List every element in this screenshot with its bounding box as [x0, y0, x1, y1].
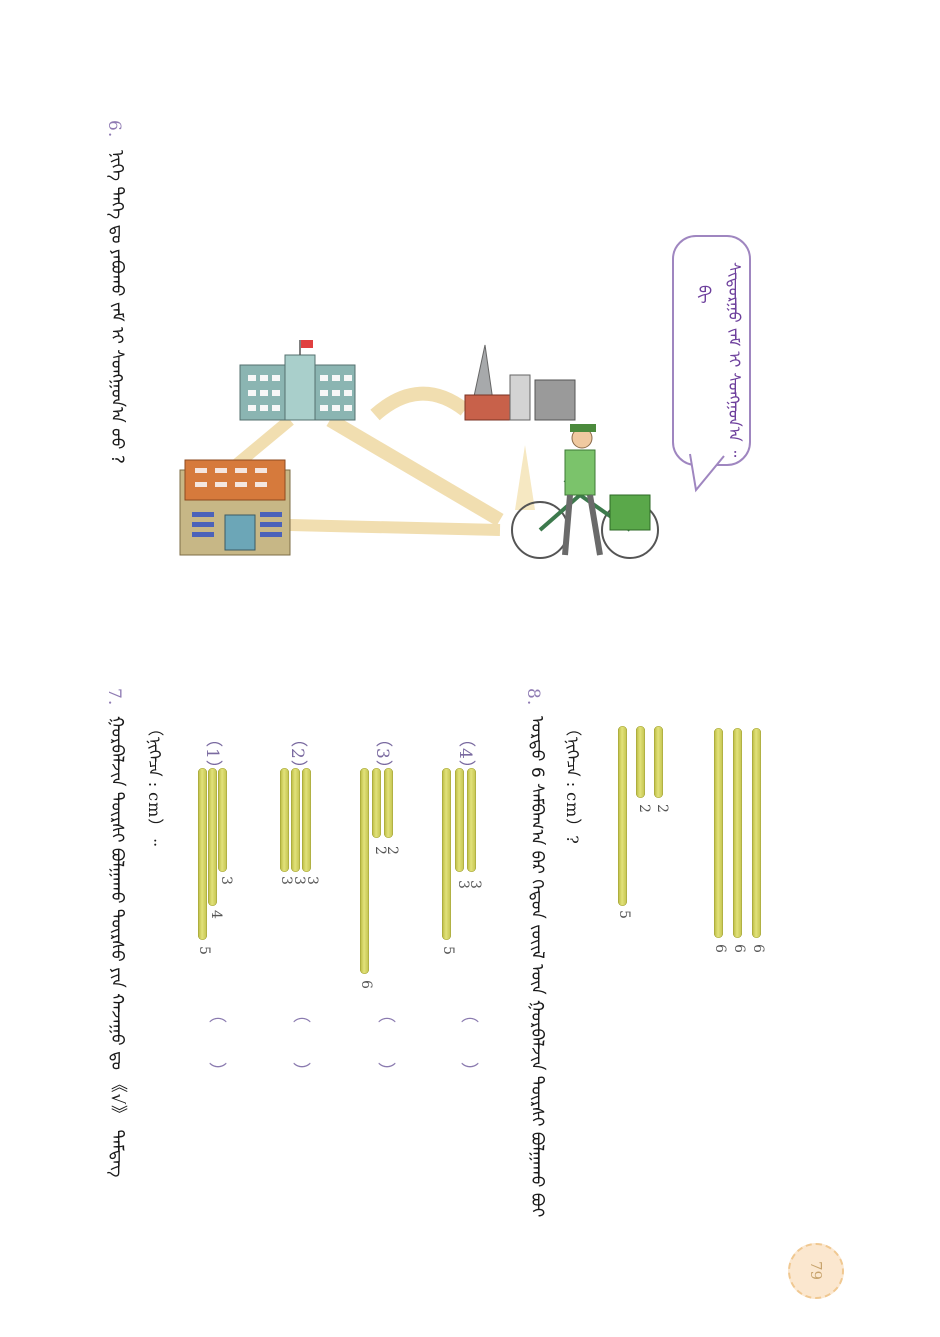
q7-item-4-label: （4） [455, 730, 475, 778]
stick [218, 768, 227, 872]
q7-item-1-answer-blank[interactable]: （ ） [206, 1005, 227, 1081]
stick-length: 5 [196, 946, 212, 955]
page-number-badge: 79 [788, 1243, 844, 1299]
stick-length: 3 [291, 876, 307, 885]
q8-text: ᠤᠷᠲᠤ 6 ᠰᠠᠮᠪᠠᠭ᠎ᠠ ᠪᠠᠷ ᠬᠡᠳᠦᠨ ᠵᠦᠢᠯ ᠦᠨ ᠭᠤᠷᠪᠠᠯ… [527, 716, 547, 1218]
stick [372, 768, 381, 838]
stick-length: 3 [467, 880, 483, 889]
government-building-icon [239, 340, 356, 421]
stick [733, 728, 742, 938]
stick [455, 768, 464, 872]
stick-length: 5 [616, 910, 632, 919]
stick-length: 3 [278, 876, 294, 885]
stick-length: 3 [455, 880, 471, 889]
q7-item-4-answer-blank[interactable]: （ ） [458, 1005, 479, 1081]
stick-length: 5 [440, 946, 456, 955]
stick-length: 6 [731, 944, 747, 953]
q8-number: 8. [523, 688, 543, 707]
stick [280, 768, 289, 872]
stick [442, 768, 451, 940]
stick-length: 3 [304, 876, 320, 885]
q7-item-1-label: （1） [202, 730, 222, 778]
path-bottom [289, 519, 501, 536]
route-illustration [179, 340, 659, 559]
stick-length: 4 [208, 910, 224, 919]
stick [198, 768, 207, 940]
q7-number: 7. [104, 688, 124, 707]
q6-text: ᠨᠢᠭᠡ ᠲᠡᠭᠡ ᠳᠤ ᠶᠠᠪᠤᠬᠤ ᠵᠠᠮ ᠢ ᠰᠣᠩᠭᠣᠨ᠎ᠠ ᠤᠤ ? [107, 150, 127, 464]
q7-unit: （ᠨᠢᠭᠡᠴᠡ : cm）᠃ [145, 720, 164, 846]
stick-length: 2 [654, 804, 670, 813]
stick [636, 726, 645, 798]
stick [752, 728, 761, 938]
stick [208, 768, 217, 906]
q7-item-2-answer-blank[interactable]: （ ） [290, 1005, 311, 1081]
stick [360, 768, 369, 974]
school-building-icon [464, 344, 576, 421]
q7-item-3-answer-blank[interactable]: （ ） [375, 1005, 396, 1081]
bubble-line-2: ᠪᠢ [695, 285, 714, 304]
stick-length: 6 [358, 980, 374, 989]
path-to-school [515, 445, 535, 510]
q7-item-3-label: （3） [372, 730, 392, 778]
stick [384, 768, 393, 838]
stick [618, 726, 627, 906]
postman-bicycle-icon [511, 424, 659, 559]
q6-number: 6. [104, 120, 124, 139]
speech-bubble-tail [689, 453, 725, 493]
stick [302, 768, 311, 872]
stick-length: 6 [750, 944, 766, 953]
department-store-icon [179, 459, 291, 556]
path-arc [370, 386, 470, 421]
q7-text: ᠭᠤᠷᠪᠠᠯᠵᠢᠨ ᠳᠦᠷᠰᠢ ᠪᠣᠯᠭᠠᠬᠤ ᠳᠦᠷᠰᠦ ᠶᠢᠨ ᠬᠠᠵᠠᠭᠤ… [107, 716, 127, 1178]
q7-item-2-label: （2） [287, 730, 307, 778]
stick-length: 3 [218, 876, 234, 885]
q8-unit: （ᠨᠢᠭᠡᠴᠡ : cm）? [563, 720, 582, 845]
stick [467, 768, 476, 872]
stick-length: 2 [384, 846, 400, 855]
bubble-line-1: ᠰᠢᠳᠤᠷᠭᠤ ᠵᠠᠮ ᠢ ᠰᠣᠩᠭᠣᠨ᠎ᠠ ᠃ [725, 262, 744, 458]
stick [291, 768, 300, 872]
stick-length: 2 [636, 804, 652, 813]
stick-length: 6 [712, 944, 728, 953]
path-diagonal [326, 413, 504, 527]
stick [714, 728, 723, 938]
stick-length: 2 [372, 846, 388, 855]
stick [654, 726, 663, 798]
